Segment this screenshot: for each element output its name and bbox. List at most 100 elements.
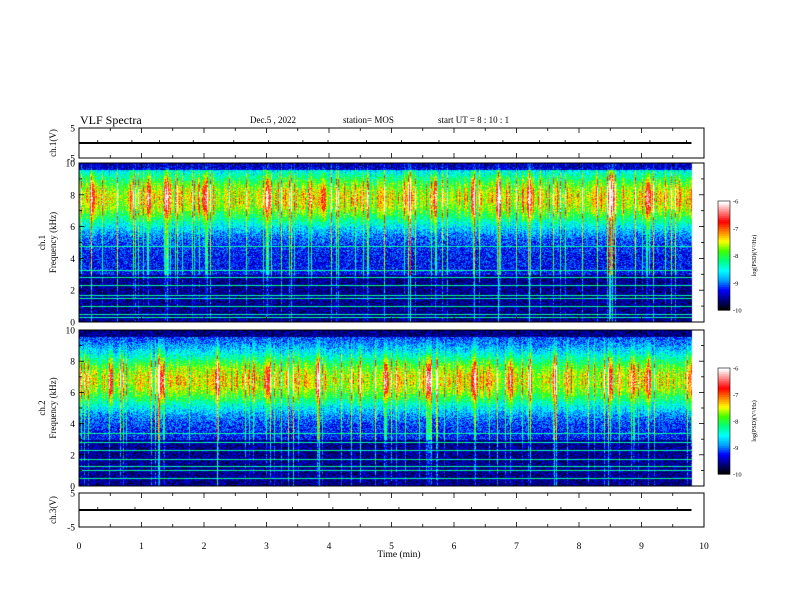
colorbar-swatch	[718, 239, 730, 242]
colorbar-swatch	[718, 419, 730, 422]
colorbar-frame	[717, 200, 731, 311]
colorbar-swatch	[718, 431, 730, 434]
x-tick-label: 9	[639, 542, 644, 552]
colorbar-swatch	[718, 472, 730, 475]
colorbar-tick-label: -8	[733, 419, 738, 426]
colorbar-swatch	[718, 417, 730, 420]
x-tick-label: 5	[389, 542, 394, 552]
colorbar-swatch	[718, 262, 730, 266]
colorbar-swatch	[718, 406, 730, 410]
colorbar-swatch	[718, 204, 730, 208]
y-tick-label: 6	[70, 223, 75, 233]
colorbar-swatch	[718, 465, 730, 468]
colorbar-swatch	[718, 369, 730, 373]
colorbar-swatch	[718, 284, 730, 287]
colorbar-swatch	[718, 268, 730, 271]
y-tick-label: 6	[70, 389, 75, 399]
ch2-spectrogram-image	[79, 330, 704, 486]
x-tick-label: 3	[264, 542, 269, 552]
colorbar-swatch	[718, 389, 730, 392]
x-tick-label: 2	[202, 542, 207, 552]
colorbar-swatch	[718, 206, 730, 209]
colorbar-swatch	[718, 288, 730, 291]
colorbar-swatch	[718, 244, 730, 248]
colorbar-swatch	[718, 280, 730, 284]
colorbar-swatch	[718, 378, 730, 381]
colorbar-swatch	[718, 220, 730, 224]
colorbar-swatch	[718, 242, 730, 246]
colorbar-swatch	[718, 271, 730, 275]
colorbar-swatch	[718, 421, 730, 424]
colorbar-swatch	[718, 210, 730, 213]
colorbar-swatch	[718, 442, 730, 445]
colorbar-swatch	[718, 237, 730, 240]
colorbar-swatch	[718, 445, 730, 449]
x-tick-label: 10	[699, 542, 709, 552]
colorbar-swatch	[718, 382, 730, 385]
colorbar-swatch	[718, 410, 730, 413]
colorbar-swatch	[718, 426, 730, 429]
colorbar-swatch	[718, 412, 730, 415]
colorbar-swatch	[718, 275, 730, 278]
y-tick-label: 8	[70, 358, 75, 368]
colorbar-swatch	[718, 208, 730, 211]
colorbar-swatch	[718, 224, 730, 228]
colorbar-swatch	[718, 213, 730, 217]
colorbar-swatch	[718, 240, 730, 244]
colorbar-swatch	[718, 228, 730, 231]
colorbar-swatch	[718, 461, 730, 464]
colorbar-swatch	[718, 443, 730, 447]
colorbar-tick-label: -6	[733, 199, 739, 206]
x-tick-label: 1	[139, 542, 144, 552]
y-axis-label: Frequency (kHz)	[48, 377, 58, 438]
colorbar-swatch	[718, 452, 730, 456]
colorbar-swatch	[718, 293, 730, 297]
colorbar-swatch	[718, 306, 730, 309]
colorbar-swatch	[718, 401, 730, 404]
colorbar-swatch	[718, 235, 730, 238]
colorbar-label: log(PSD)(V²/Hz)	[751, 235, 758, 276]
colorbar-swatch	[718, 447, 730, 450]
colorbar-tick-label: -9	[733, 280, 738, 287]
colorbar-frame	[717, 367, 731, 475]
colorbar-tick-label: -8	[733, 253, 738, 260]
colorbar-swatch	[718, 470, 730, 473]
colorbar-swatch	[718, 257, 730, 260]
y-axis-label: ch.1	[37, 235, 47, 250]
colorbar-swatch	[718, 248, 730, 251]
colorbar-swatch	[718, 308, 730, 311]
colorbar-swatch	[718, 424, 730, 427]
colorbar-tick-label: -7	[733, 392, 739, 399]
ch3-voltage-panel: 5 -5 ch.3(V)	[48, 490, 705, 534]
colorbar-swatch	[718, 295, 730, 298]
colorbar-swatch	[718, 438, 730, 442]
colorbar-swatch	[718, 251, 730, 255]
colorbar-swatch	[718, 413, 730, 417]
colorbar-swatch	[718, 282, 730, 286]
y-tick-label: 10	[66, 160, 76, 170]
colorbar-swatch	[718, 454, 730, 457]
colorbar-swatch	[718, 380, 730, 383]
colorbar-swatch	[718, 371, 730, 374]
colorbar-swatch	[718, 408, 730, 411]
colorbar-swatch	[718, 390, 730, 394]
colorbar-swatch	[718, 297, 730, 300]
ch2-spectrogram-panel: -6 -7 -8 -9 -10 log(PSD)(V²/Hz) 0 2 4 6 8 10 ch.2 Fre…	[37, 327, 758, 493]
colorbar-swatch	[718, 458, 730, 461]
y-tick-label: 5	[70, 490, 75, 500]
colorbar-swatch	[718, 246, 730, 249]
colorbar-swatch	[718, 260, 730, 264]
x-tick-label: 4	[327, 542, 332, 552]
colorbar-swatch	[718, 219, 730, 222]
colorbar-swatch	[718, 253, 730, 257]
y-tick-label: 4	[70, 255, 75, 265]
colorbar-tick-label: -6	[733, 366, 739, 373]
colorbar-swatch	[718, 466, 730, 470]
colorbar-tick-label: -9	[733, 445, 738, 452]
colorbar-swatch	[718, 394, 730, 397]
x-tick-label: 8	[577, 542, 582, 552]
colorbar-swatch	[718, 449, 730, 452]
colorbar-swatch	[718, 264, 730, 267]
x-tick-label: 0	[77, 542, 82, 552]
